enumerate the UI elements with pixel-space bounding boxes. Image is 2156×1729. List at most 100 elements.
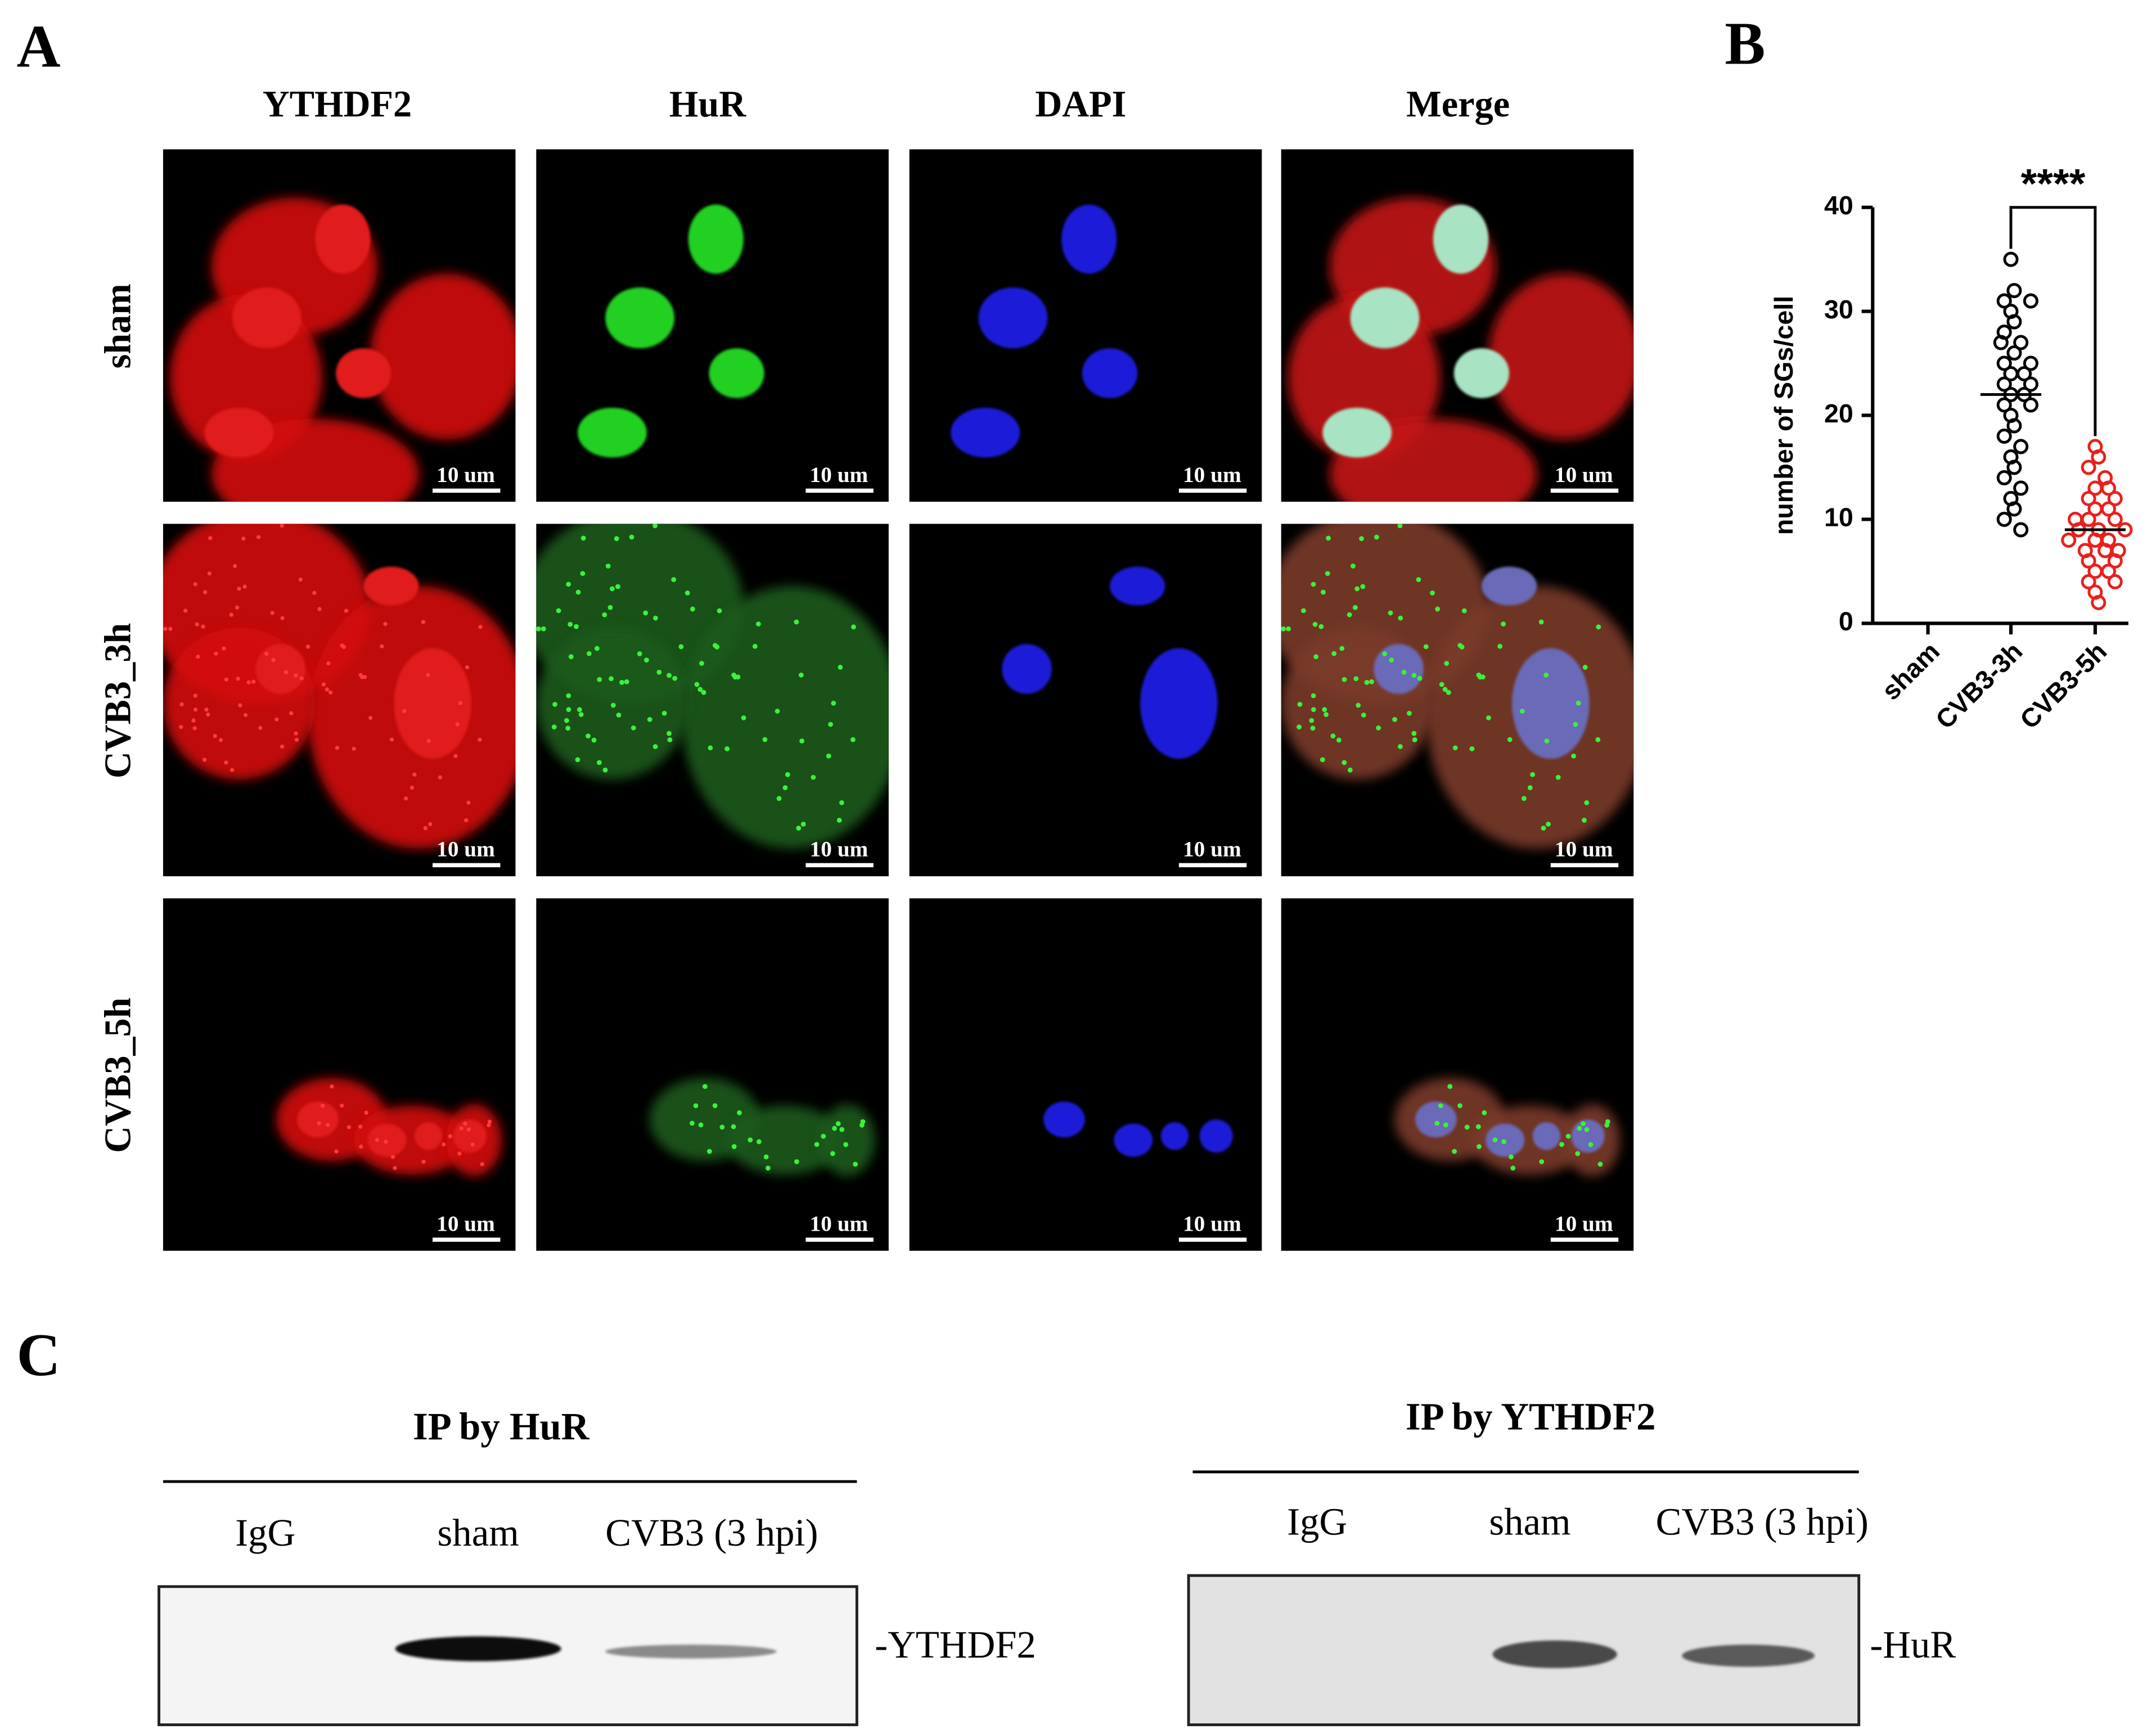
granule bbox=[1582, 664, 1588, 670]
granule bbox=[607, 605, 613, 610]
granule bbox=[1434, 1120, 1440, 1126]
granule bbox=[712, 1103, 718, 1109]
granule bbox=[1297, 701, 1303, 707]
granule bbox=[568, 654, 574, 660]
granule bbox=[839, 800, 844, 805]
granule bbox=[271, 658, 276, 663]
band-label: -YTHDF2 bbox=[875, 1623, 1036, 1666]
granule bbox=[578, 712, 584, 717]
granule bbox=[602, 612, 607, 618]
granule bbox=[426, 673, 430, 677]
nucleus bbox=[1140, 648, 1218, 759]
granule bbox=[1459, 644, 1465, 650]
granule bbox=[1423, 644, 1429, 650]
granule bbox=[224, 760, 228, 765]
granule bbox=[478, 624, 483, 629]
granule bbox=[1497, 643, 1503, 649]
granule bbox=[1397, 524, 1403, 529]
granule bbox=[566, 582, 571, 587]
granule bbox=[280, 524, 284, 528]
micrograph: 10 um bbox=[163, 149, 516, 502]
lane-label: CVB3 (3 hpi) bbox=[605, 1511, 818, 1554]
scale-bar-label: 10 um bbox=[436, 1212, 495, 1236]
nucleus bbox=[1322, 407, 1392, 458]
granule bbox=[270, 611, 274, 615]
granule bbox=[551, 724, 557, 730]
granule bbox=[714, 644, 720, 650]
granule bbox=[678, 644, 684, 650]
granule bbox=[575, 757, 580, 763]
granule bbox=[384, 1140, 388, 1144]
granule bbox=[208, 536, 213, 541]
data-point bbox=[2006, 501, 2022, 517]
granule bbox=[202, 757, 207, 762]
data-point bbox=[1996, 470, 2012, 485]
image-content bbox=[1043, 1101, 1233, 1157]
granule bbox=[741, 715, 746, 721]
data-point bbox=[2013, 439, 2029, 454]
y-tick-label: 20 bbox=[1824, 399, 1853, 428]
lane-label: sham bbox=[1489, 1500, 1570, 1543]
granule bbox=[1597, 1161, 1603, 1167]
granule bbox=[859, 1122, 865, 1128]
granule bbox=[752, 643, 758, 649]
granule bbox=[204, 707, 209, 712]
granule bbox=[1452, 1149, 1457, 1154]
nucleus bbox=[605, 287, 675, 349]
y-tick-label: 0 bbox=[1839, 607, 1853, 636]
granule bbox=[1361, 712, 1366, 718]
granule bbox=[694, 682, 700, 687]
granule bbox=[826, 753, 831, 759]
granule bbox=[1359, 536, 1364, 542]
granule bbox=[294, 673, 298, 678]
granule bbox=[409, 785, 415, 790]
granule bbox=[821, 1133, 826, 1139]
lane-label: sham bbox=[438, 1511, 519, 1554]
granule bbox=[615, 584, 620, 589]
granule bbox=[312, 591, 317, 595]
granule bbox=[644, 658, 649, 663]
granule bbox=[191, 718, 196, 723]
granule bbox=[1281, 626, 1286, 632]
data-point bbox=[2017, 366, 2032, 382]
granule bbox=[1374, 534, 1379, 540]
data-point bbox=[2107, 553, 2123, 569]
granule bbox=[843, 1142, 849, 1147]
nucleus bbox=[688, 204, 744, 274]
granule bbox=[358, 1124, 363, 1129]
granule bbox=[693, 1103, 699, 1109]
granule bbox=[487, 1123, 491, 1128]
granule bbox=[256, 535, 261, 539]
granule bbox=[1596, 624, 1601, 630]
granule bbox=[359, 1144, 363, 1149]
granule bbox=[1543, 672, 1549, 678]
granule bbox=[1417, 676, 1423, 681]
nucleus bbox=[1374, 644, 1424, 694]
granule bbox=[556, 608, 561, 614]
granule bbox=[412, 772, 417, 777]
image-background bbox=[909, 898, 1262, 1251]
granule bbox=[1347, 612, 1352, 618]
data-point bbox=[2023, 293, 2038, 309]
granule bbox=[629, 534, 634, 540]
nucleus bbox=[204, 407, 274, 458]
granule bbox=[652, 524, 658, 529]
granule bbox=[214, 651, 218, 656]
lane-label: IgG bbox=[1287, 1500, 1347, 1543]
significance-label: **** bbox=[2021, 160, 2086, 206]
granule bbox=[274, 717, 279, 722]
blot-title: IP by YTHDF2 bbox=[1406, 1395, 1656, 1438]
granule bbox=[1342, 677, 1347, 682]
granule bbox=[264, 651, 269, 656]
granule bbox=[1521, 796, 1527, 802]
granule bbox=[762, 737, 768, 742]
granule bbox=[317, 1121, 321, 1125]
granule bbox=[564, 718, 569, 723]
granule bbox=[637, 651, 642, 656]
granule bbox=[1584, 1127, 1590, 1132]
data-point bbox=[1996, 397, 2012, 413]
granule bbox=[1389, 658, 1394, 663]
panel-label: C bbox=[16, 1322, 60, 1389]
image-content bbox=[170, 197, 516, 502]
